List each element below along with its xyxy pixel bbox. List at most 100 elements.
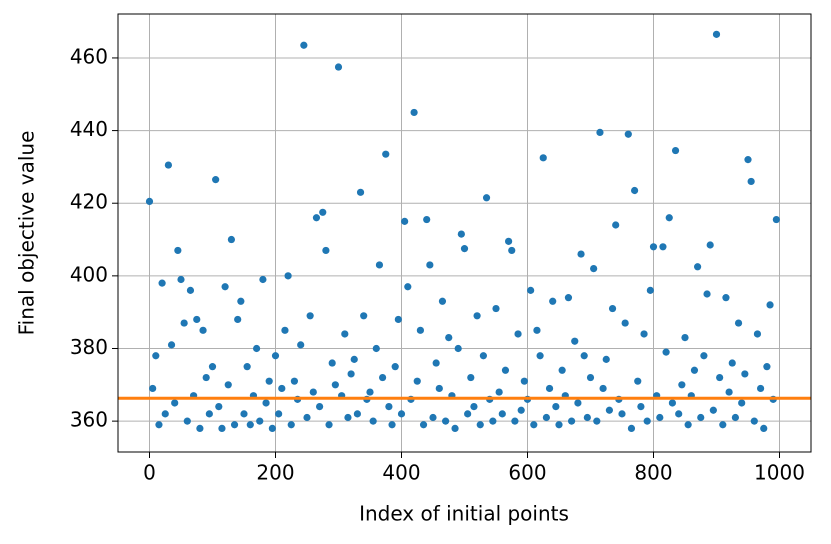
point	[709, 406, 717, 414]
y-tick-label: 380	[70, 335, 108, 359]
point	[505, 237, 513, 245]
point	[401, 217, 409, 225]
x-axis-label: Index of initial points	[359, 502, 569, 526]
point	[164, 161, 172, 169]
point	[325, 421, 333, 429]
point	[542, 413, 551, 422]
point	[694, 263, 702, 271]
point	[476, 421, 484, 429]
point	[744, 156, 752, 164]
point	[668, 399, 677, 407]
point	[186, 286, 195, 294]
point	[372, 344, 380, 353]
point	[212, 176, 220, 184]
point	[706, 241, 714, 249]
point	[580, 352, 588, 360]
point	[479, 352, 487, 360]
point	[741, 370, 749, 378]
point	[312, 214, 321, 222]
point	[760, 424, 768, 432]
point	[208, 363, 217, 371]
point	[473, 312, 481, 320]
point	[750, 417, 758, 425]
point	[193, 315, 201, 324]
point	[322, 246, 330, 255]
point	[457, 230, 465, 238]
point	[665, 214, 673, 222]
y-tick-label: 400	[70, 262, 108, 286]
point	[649, 243, 658, 251]
point	[621, 319, 629, 327]
point	[520, 377, 528, 385]
y-tick-label: 360	[70, 408, 108, 432]
point	[196, 424, 204, 432]
point	[757, 384, 765, 393]
x-tick-label: 1000	[754, 461, 805, 485]
point	[275, 410, 283, 418]
point	[309, 388, 317, 396]
point	[451, 424, 459, 432]
point	[643, 417, 651, 425]
point	[445, 333, 453, 342]
y-tick-label: 440	[70, 117, 108, 141]
point	[631, 186, 639, 195]
point	[227, 235, 235, 244]
plot-frame	[117, 13, 812, 453]
point	[558, 366, 566, 374]
point	[766, 301, 774, 309]
point	[205, 410, 213, 418]
point	[703, 290, 711, 298]
point	[180, 319, 188, 327]
point	[404, 283, 412, 291]
point	[366, 388, 374, 396]
point	[230, 421, 239, 429]
point	[240, 410, 248, 418]
point	[256, 417, 264, 425]
point	[287, 421, 295, 429]
point	[375, 261, 384, 269]
point	[536, 352, 544, 360]
point	[331, 381, 339, 389]
point	[281, 326, 289, 334]
point	[564, 294, 573, 302]
point	[224, 381, 232, 389]
point	[618, 410, 626, 418]
x-tick-label: 400	[382, 461, 420, 485]
y-tick-label: 460	[70, 44, 108, 68]
point	[681, 333, 689, 342]
point	[646, 286, 654, 294]
point	[268, 424, 276, 432]
point	[155, 421, 163, 429]
point	[545, 384, 554, 393]
point	[328, 359, 336, 367]
point	[360, 312, 368, 320]
point	[319, 208, 327, 216]
point	[605, 406, 614, 414]
point	[678, 381, 686, 389]
point	[498, 410, 506, 418]
point	[593, 417, 601, 425]
point	[152, 352, 160, 360]
point	[574, 399, 582, 407]
point	[290, 377, 298, 385]
point	[385, 403, 393, 411]
point	[659, 243, 667, 251]
point	[316, 403, 324, 411]
point	[700, 352, 708, 360]
point	[731, 413, 740, 422]
point	[423, 215, 431, 224]
point	[199, 326, 207, 334]
point	[382, 150, 390, 158]
point	[278, 384, 286, 393]
point	[568, 417, 576, 425]
point	[149, 384, 157, 393]
point	[772, 215, 780, 224]
point	[271, 352, 280, 360]
point	[419, 421, 428, 429]
point	[253, 344, 261, 353]
point	[722, 294, 730, 302]
x-tick-label: 200	[256, 461, 294, 485]
point	[397, 410, 406, 418]
point	[508, 246, 516, 255]
